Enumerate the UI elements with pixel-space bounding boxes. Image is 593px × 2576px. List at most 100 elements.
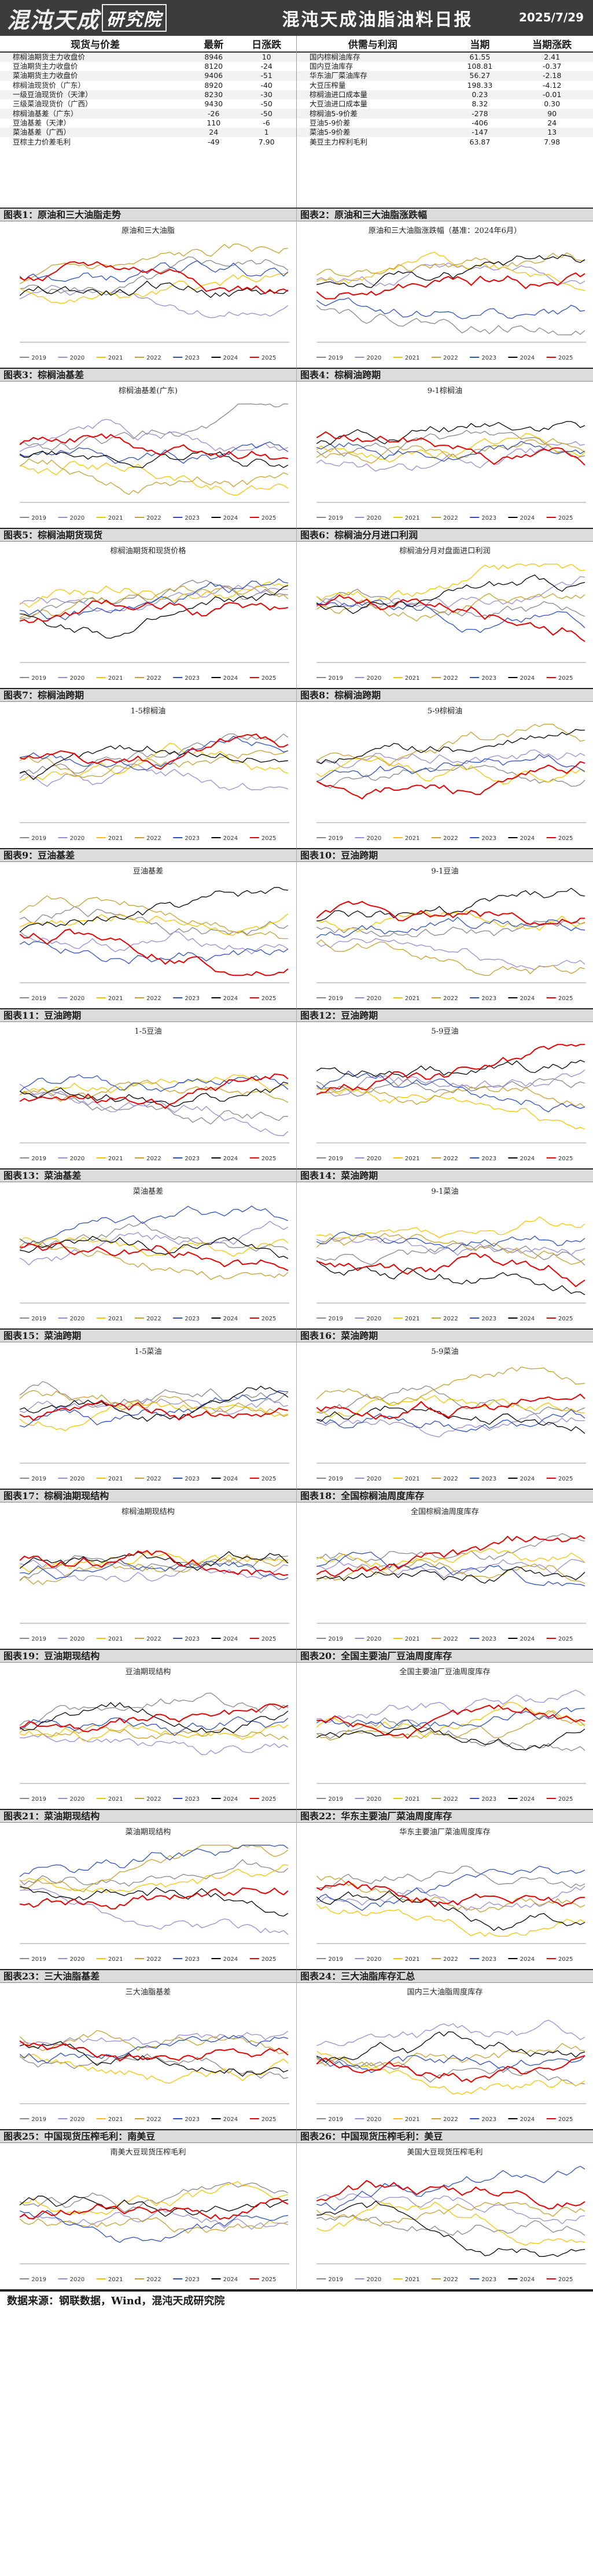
legend-label: 2023 — [481, 1796, 496, 1803]
legend-label: 2019 — [31, 355, 46, 361]
series-line — [316, 911, 585, 932]
chart-panel: 图表5：棕榈油期货现货 棕榈油期货和现货价格 2019 2020 2021 2022 202… — [0, 529, 296, 689]
legend-label: 2022 — [146, 1316, 161, 1322]
legend-label: 2024 — [520, 1636, 535, 1642]
legend-label: 2021 — [108, 675, 123, 682]
series-line — [19, 458, 289, 495]
chart-title: 菜油期现结构 — [126, 1828, 171, 1837]
series-line — [19, 2207, 289, 2230]
legend-label: 2020 — [367, 995, 382, 1002]
series-line — [316, 1886, 585, 1911]
series-line — [19, 419, 289, 452]
legend-label: 2024 — [223, 1156, 238, 1162]
legend-label: 2023 — [185, 995, 200, 1002]
legend-label: 2021 — [405, 355, 420, 361]
chart-svg: 美国大豆现货压榨毛利 2019 2020 2021 2022 2023 2024 2025 — [316, 2148, 586, 2283]
legend-label: 2025 — [261, 355, 277, 361]
legend-label: 2024 — [520, 1156, 535, 1162]
spot-table: 现货与价差 最新 日涨跌 棕榈油期货主力收盘价 8946 10 豆油期货主力收盘价 8120… — [0, 36, 296, 147]
series-line — [316, 1881, 585, 1908]
series-line — [316, 262, 585, 287]
series-line — [19, 1221, 289, 1252]
chart-svg: 1-5棕榈油 2019 2020 2021 2022 2023 2024 2025 — [19, 707, 289, 842]
legend-label: 2019 — [31, 675, 46, 682]
chart-area: 全国棕榈油周度库存 2019 2020 2021 2022 2023 2024 2025 — [299, 1505, 591, 1646]
legend-label: 2020 — [367, 1956, 382, 1963]
legend-label: 2019 — [328, 995, 343, 1002]
chart-svg: 豆油期现结构 2019 2020 2021 2022 2023 2024 2025 — [19, 1668, 289, 1803]
legend-label: 2025 — [558, 995, 573, 1002]
legend-label: 2024 — [520, 835, 535, 842]
series-line — [19, 272, 289, 304]
legend-label: 2023 — [185, 1796, 200, 1803]
series-line — [316, 1717, 585, 1752]
legend-label: 2021 — [108, 835, 123, 842]
series-line — [316, 1413, 585, 1438]
legend-label: 2020 — [367, 1476, 382, 1482]
table-row: 三级菜油现货价（广西） 9430 -50 — [0, 99, 296, 109]
chart-svg: 全国主要油厂豆油周度库存 2019 2020 2021 2022 2023 2024 2025 — [316, 1667, 586, 1803]
series-line — [316, 574, 585, 615]
legend-label: 2021 — [108, 1476, 123, 1482]
chart-svg: 国内三大油脂周度库存 2019 2020 2021 2022 2023 2024 2025 — [316, 1987, 586, 2123]
row-label: 棕榈油基差（广东） — [0, 109, 191, 119]
legend-label: 2021 — [405, 675, 420, 682]
series-line — [19, 931, 289, 954]
chart-panel: 图表18：全国棕榈油周度库存 全国棕榈油周度库存 2019 2020 2021 2022 2… — [296, 1490, 593, 1650]
series-line — [20, 1887, 289, 1909]
series-line — [316, 2055, 585, 2073]
legend-label: 2021 — [108, 1956, 123, 1963]
series-line — [316, 1085, 585, 1108]
legend-label: 2020 — [367, 355, 382, 361]
chart-svg: 棕榈油分月对盘面进口利润 2019 2020 2021 2022 2023 2024 2025 — [316, 546, 586, 682]
series-line — [19, 2209, 289, 2243]
legend-label: 2019 — [31, 515, 46, 521]
legend-label: 2025 — [558, 1956, 573, 1963]
series-line — [316, 297, 585, 320]
legend-label: 2020 — [367, 515, 382, 521]
row-value: -406 — [472, 118, 488, 127]
row-value: -50 — [237, 109, 296, 119]
legend-label: 2025 — [558, 835, 573, 842]
panel-title: 图表21：菜油期现结构 — [0, 1810, 296, 1823]
series-line — [19, 433, 289, 460]
series-line — [19, 585, 289, 619]
legend-label: 2019 — [31, 2116, 46, 2123]
row-label: 豆油期货主力收盘价 — [13, 62, 78, 71]
panel-title: 图表8：棕榈油跨期 — [297, 689, 593, 702]
chart-panel: 图表23：三大油脂基差 三大油脂基差 2019 2020 2021 2022 2023 202… — [0, 1970, 296, 2130]
panel-title: 图表23：三大油脂基差 — [0, 1970, 296, 1983]
series-line — [316, 1260, 585, 1296]
report-header: 混沌天成 研究院 混沌天成油脂油料日报 2025/7/29 — [0, 0, 593, 36]
series-line — [19, 928, 289, 976]
series-line — [316, 764, 585, 789]
legend-label: 2019 — [328, 1156, 343, 1162]
legend-label: 2019 — [328, 1796, 343, 1803]
legend-label: 2020 — [70, 2277, 85, 2283]
row-value: 10 — [237, 52, 296, 62]
series-line — [19, 1220, 289, 1266]
legend-label: 2019 — [31, 835, 46, 842]
chart-title: 棕榈油基差(广东) — [119, 387, 178, 395]
series-line — [19, 750, 289, 778]
series-line — [19, 2198, 289, 2220]
series-line — [20, 581, 289, 608]
row-value: 8920 — [204, 80, 223, 90]
supply-table-wrap: 供需与利润 当期 当期涨跌 国内棕榈油库存 61.55 2.41 国内豆油库存 108.81… — [296, 36, 593, 208]
legend-label: 2023 — [185, 1156, 200, 1162]
series-line — [316, 901, 585, 926]
chart-title: 5-9菜油 — [431, 1348, 458, 1356]
legend-label: 2022 — [146, 515, 161, 521]
chart-title: 9-1棕榈油 — [428, 387, 462, 395]
legend-label: 2022 — [443, 1316, 458, 1322]
legend-label: 2025 — [261, 1636, 277, 1642]
panel-title: 图表9：豆油基差 — [0, 849, 296, 862]
series-line — [316, 887, 585, 921]
legend-label: 2022 — [443, 2116, 458, 2123]
row-value: -0.37 — [542, 62, 562, 71]
series-line — [316, 441, 585, 462]
row-label: 大豆压榨量 — [310, 80, 346, 90]
row-label: 大豆油进口成本量 — [310, 99, 368, 109]
row-value: 110 — [207, 118, 221, 127]
legend-label: 2025 — [261, 1316, 277, 1322]
